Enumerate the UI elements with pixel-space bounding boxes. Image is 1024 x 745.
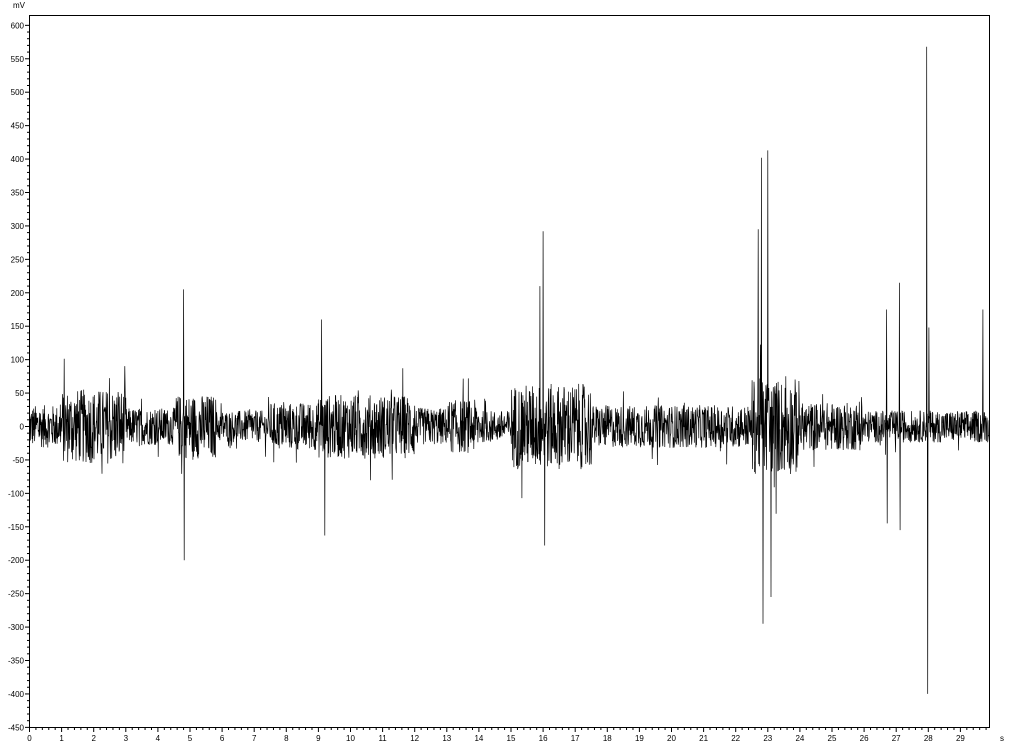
y-tick-label: 450: [11, 122, 25, 131]
y-tick-label: 250: [11, 255, 25, 264]
y-tick-label: 300: [11, 222, 25, 231]
x-tick-label: 25: [828, 734, 837, 743]
x-tick-label: 11: [378, 734, 387, 743]
y-tick-label: -200: [8, 556, 25, 565]
x-tick-label: 18: [603, 734, 612, 743]
x-tick-label: 24: [795, 734, 804, 743]
x-tick-label: 22: [731, 734, 740, 743]
x-tick-label: 4: [156, 734, 161, 743]
y-tick-label: -150: [8, 523, 25, 532]
x-tick-label: 0: [27, 734, 32, 743]
y-tick-label: -50: [12, 456, 24, 465]
x-tick-label: 29: [956, 734, 965, 743]
x-tick-label: 21: [699, 734, 708, 743]
x-tick-label: 13: [442, 734, 451, 743]
y-tick-label: 600: [11, 21, 25, 30]
y-tick-label: -100: [8, 489, 25, 498]
y-tick-label: 400: [11, 155, 25, 164]
x-tick-label: 6: [220, 734, 225, 743]
y-tick-label: -300: [8, 623, 25, 632]
x-tick-label: 26: [860, 734, 869, 743]
y-tick-label: -250: [8, 590, 25, 599]
x-tick-label: 5: [188, 734, 193, 743]
x-tick-label: 7: [252, 734, 257, 743]
x-tick-label: 12: [410, 734, 419, 743]
y-tick-label: 550: [11, 55, 25, 64]
x-tick-label: 15: [507, 734, 516, 743]
x-tick-label: 16: [539, 734, 548, 743]
y-tick-label: -400: [8, 690, 25, 699]
plot-frame: [29, 15, 990, 728]
x-tick-label: 17: [571, 734, 580, 743]
x-tick-label: 1: [59, 734, 64, 743]
x-axis: 0 1 2 3 4 5 6 7 8 9 10 11 12 13 14 15 16 17 18 19 20 21 22 23 24…: [27, 727, 987, 743]
y-tick-label: 350: [11, 188, 25, 197]
x-tick-label: 8: [284, 734, 289, 743]
y-tick-label: 500: [11, 88, 25, 97]
x-tick-label: 28: [924, 734, 933, 743]
x-tick-label: 20: [667, 734, 676, 743]
x-axis-label: s: [1000, 734, 1004, 743]
y-tick-label: 150: [11, 322, 25, 331]
x-tick-label: 10: [346, 734, 355, 743]
y-tick-label: -350: [8, 657, 25, 666]
y-tick-label: 50: [15, 389, 24, 398]
signal-line: [29, 46, 990, 694]
y-tick-label: -450: [8, 723, 25, 732]
y-axis: 600550500450400350300250200150100500-50-…: [8, 21, 30, 732]
x-tick-label: 27: [892, 734, 901, 743]
y-tick-label: 200: [11, 289, 25, 298]
y-tick-label: 100: [11, 356, 25, 365]
x-tick-label: 9: [316, 734, 321, 743]
y-tick-label: 0: [20, 423, 25, 432]
x-tick-label: 19: [635, 734, 644, 743]
y-axis-label: mV: [13, 1, 26, 10]
x-tick-label: 3: [124, 734, 129, 743]
x-tick-label: 14: [474, 734, 483, 743]
x-tick-label: 2: [91, 734, 96, 743]
x-tick-label: 23: [763, 734, 772, 743]
